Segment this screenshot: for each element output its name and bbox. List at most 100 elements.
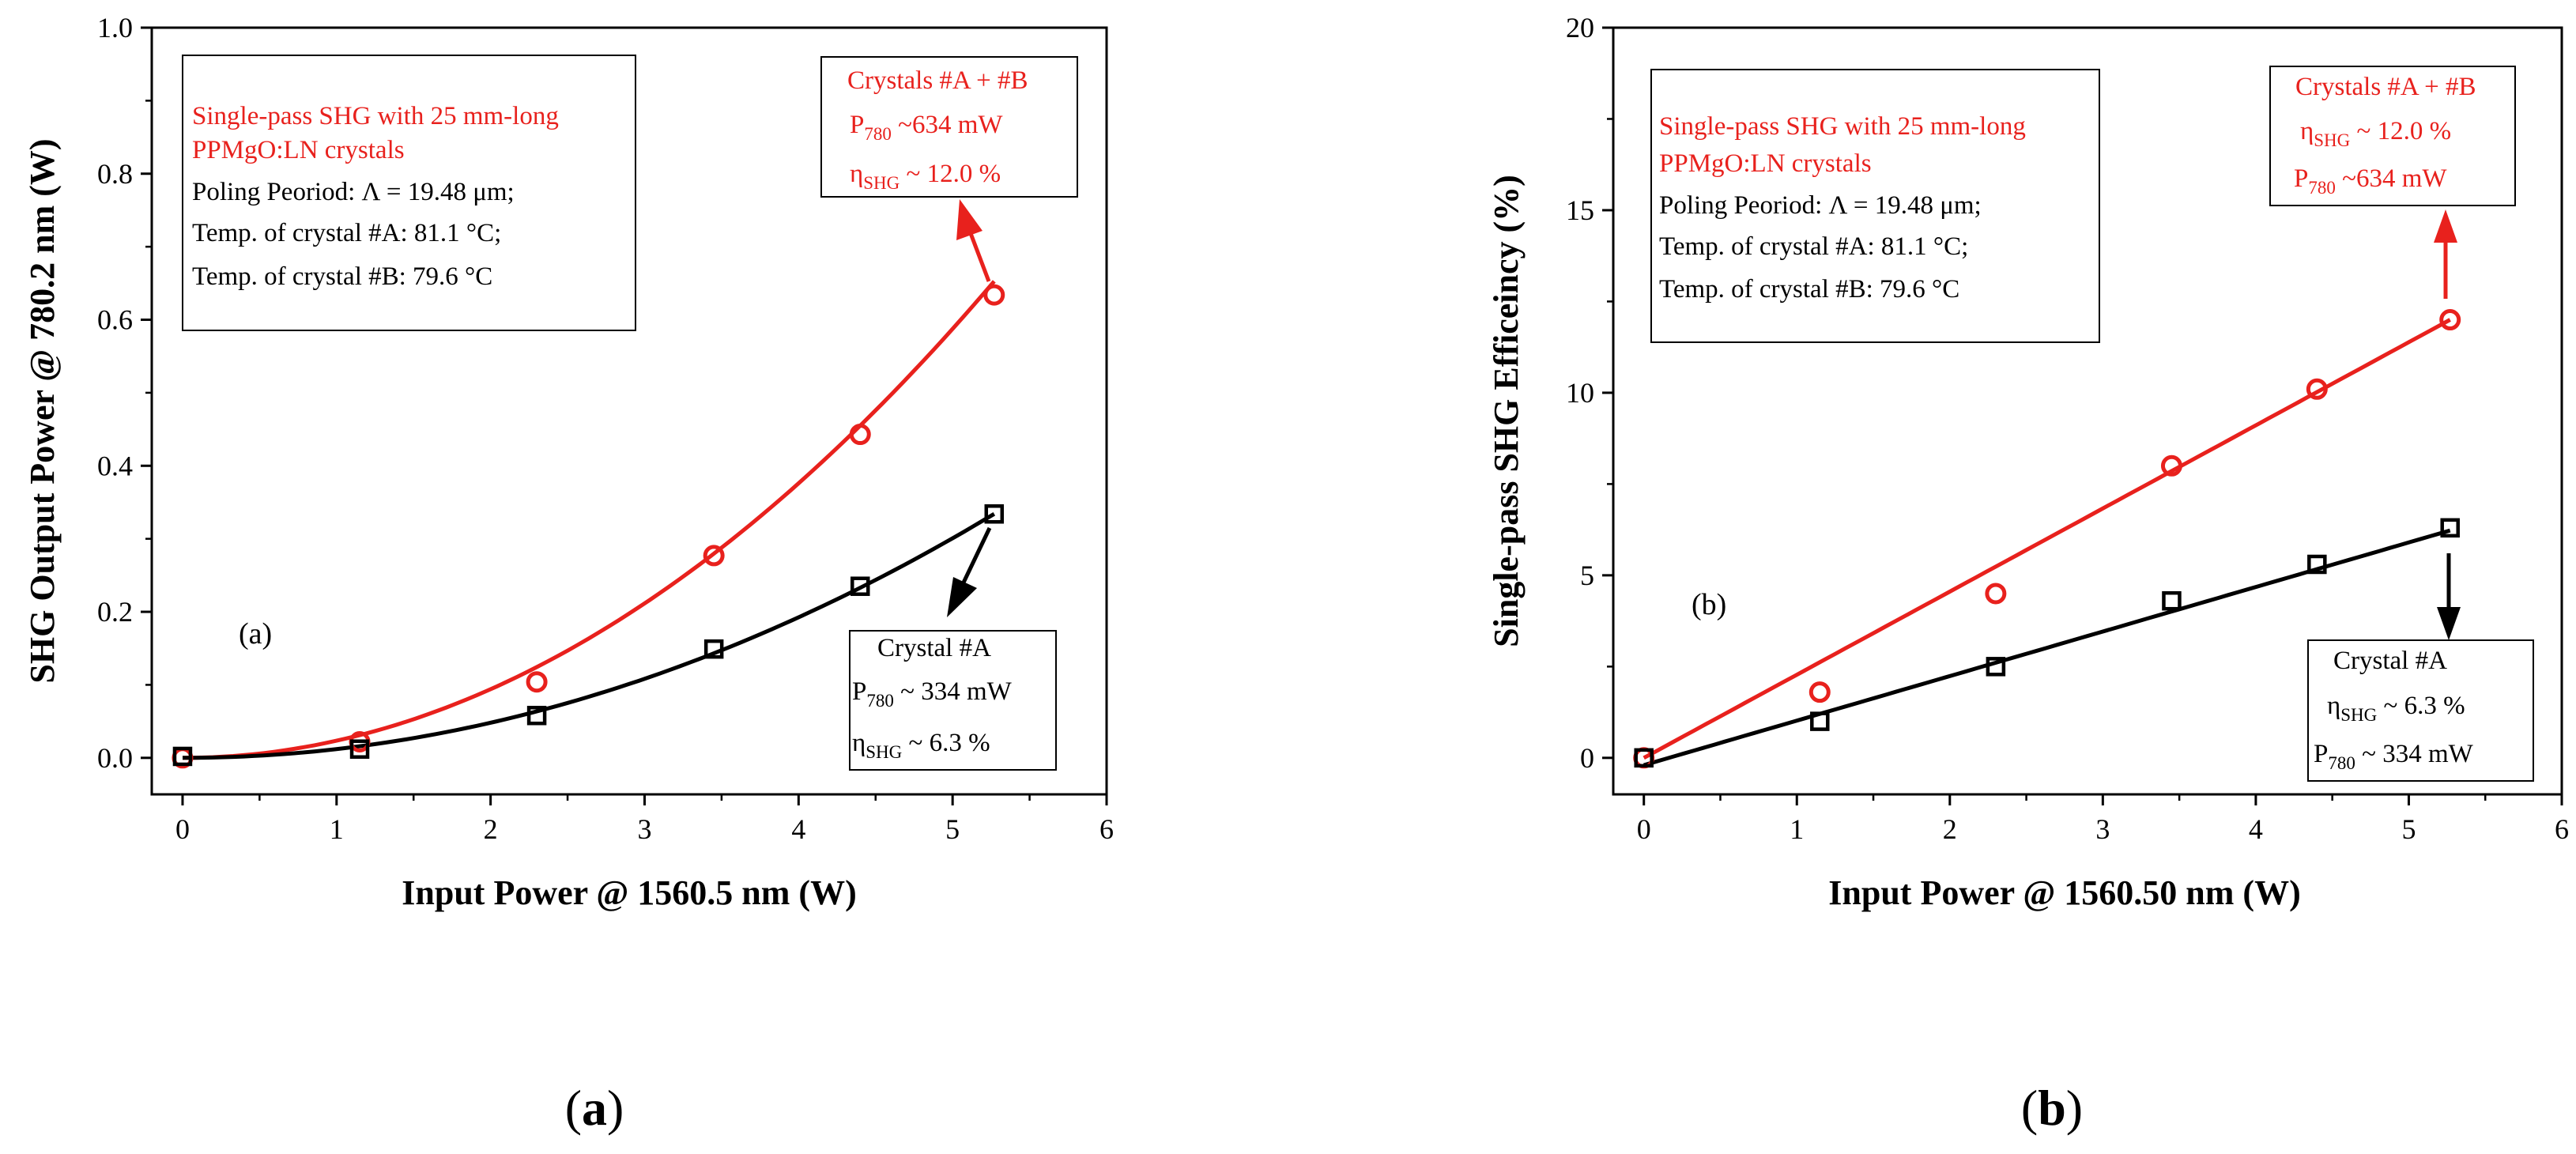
ticks-b: 0 1 2 3 4 5 6 0 5 10 15 20 (1566, 12, 2569, 845)
callout-red-eff-a: ηSHG ~ 12.0 % (850, 160, 1001, 193)
callout-red-b: Crystals #A + #B ηSHG ~ 12.0 % P780 ~634… (2269, 66, 2516, 206)
arrow-black-b (2437, 553, 2461, 640)
data-point-red-b (2439, 309, 2461, 331)
callout-black-eff-b: ηSHG ~ 6.3 % (2327, 692, 2465, 725)
panel-b: 0 1 2 3 4 5 6 0 5 10 15 20 Input Power @ 1560.50 nm… (1487, 12, 2569, 1136)
panel-a: 0 1 2 3 4 5 6 0.0 0.2 0.4 0.6 0.8 1.0 Input Power @ … (23, 12, 1114, 1136)
x-tick-label-a: 0 (175, 813, 190, 845)
info-line-2-b: PPMgO:LN crystals (1659, 149, 1872, 178)
x-tick-label-a: 6 (1099, 813, 1114, 845)
y-tick-label-b: 15 (1566, 194, 1594, 226)
caption-letter-a: a (582, 1080, 607, 1136)
callout-red-title-a: Crystals #A + #B (847, 66, 1028, 95)
data-point-red-b (1808, 681, 1831, 703)
y-tick-label-a: 0.2 (97, 596, 133, 628)
callout-black-b: Crystal #A ηSHG ~ 6.3 % P780 ~ 334 mW (2307, 639, 2534, 782)
info-line-5-a: Temp. of crystal #B: 79.6 °C (192, 262, 492, 291)
callout-black-power-symbol-b: P (2314, 740, 2328, 768)
callout-red-a: Crystals #A + #B P780 ~634 mW ηSHG ~ 12.… (820, 56, 1078, 198)
y-tick-label-a: 0.6 (97, 304, 133, 336)
x-tick-label-b: 5 (2401, 813, 2416, 845)
data-point-black-b (1986, 657, 2006, 677)
x-tick-label-b: 3 (2095, 813, 2110, 845)
arrow-red-a (956, 199, 991, 282)
callout-red-title-b: Crystals #A + #B (2295, 73, 2476, 101)
plot-frame-a (150, 26, 1108, 796)
panel-tag-a: (a) (239, 617, 272, 651)
callout-red-power-a: P780 ~634 mW (850, 111, 1003, 144)
data-markers-b (1633, 309, 2461, 769)
caption-b: (b) (2021, 1080, 2083, 1136)
callout-black-eff-value-b: ~ 6.3 % (2377, 692, 2465, 720)
data-point-black-a (703, 639, 724, 659)
callout-red-power-b: P780 ~634 mW (2294, 164, 2447, 198)
callout-red-power-sub-a: 780 (864, 124, 892, 144)
x-axis-title-b: Input Power @ 1560.50 nm (W) (1828, 873, 2300, 912)
data-point-red-a (983, 284, 1005, 306)
info-box-b: Single-pass SHG with 25 mm-long PPMgO:LN… (1650, 69, 2100, 343)
callout-red-power-value-a: ~634 mW (892, 111, 1004, 139)
info-line-3-a: Poling Peoriod: Λ = 19.48 μm; (192, 178, 515, 206)
x-tick-label-b: 0 (1637, 813, 1651, 845)
info-line-2-a: PPMgO:LN crystals (192, 136, 405, 164)
callout-black-power-symbol-a: P (852, 677, 866, 706)
data-point-red-b (2160, 454, 2182, 477)
x-tick-label-a: 5 (945, 813, 960, 845)
arrow-red-b (2434, 209, 2457, 299)
callout-red-eff-b: ηSHG ~ 12.0 % (2300, 117, 2451, 150)
callout-black-title-b: Crystal #A (2333, 647, 2447, 675)
callout-black-power-sub-b: 780 (2328, 753, 2355, 773)
data-point-black-b (2307, 554, 2327, 575)
y-tick-label-a: 0.4 (97, 450, 133, 481)
info-line-4-b: Temp. of crystal #A: 81.1 °C; (1659, 232, 1968, 261)
info-line-5-b: Temp. of crystal #B: 79.6 °C (1659, 275, 1959, 304)
data-point-black-b (2440, 518, 2460, 538)
caption-a: (a) (565, 1080, 624, 1136)
callout-red-power-symbol-b: P (2294, 164, 2308, 193)
callout-black-title-a: Crystal #A (877, 634, 991, 662)
fit-lines-b (1643, 318, 2451, 767)
x-axis-title-a: Input Power @ 1560.5 nm (W) (402, 873, 856, 912)
x-tick-label-b: 6 (2555, 813, 2569, 845)
ticks-a: 0 1 2 3 4 5 6 0.0 0.2 0.4 0.6 0.8 1.0 (97, 12, 1114, 845)
callout-red-eff-sub-b: SHG (2314, 130, 2350, 150)
x-tick-label-a: 4 (791, 813, 805, 845)
data-point-black-b (1634, 748, 1654, 768)
data-point-red-b (2306, 378, 2328, 400)
info-line-1-a: Single-pass SHG with 25 mm-long (192, 102, 559, 130)
data-point-black-a (526, 705, 547, 726)
callout-black-a: Crystal #A P780 ~ 334 mW ηSHG ~ 6.3 % (849, 630, 1057, 771)
callout-black-eff-sub-a: SHG (866, 742, 902, 762)
y-axis-title-b: Single-pass SHG Efficeincy (%) (1487, 175, 1526, 647)
data-point-red-a (526, 671, 548, 693)
callout-black-power-value-a: ~ 334 mW (894, 677, 1013, 706)
y-tick-label-b: 10 (1566, 377, 1594, 409)
data-point-black-a (172, 746, 193, 767)
callout-black-eff-sub-b: SHG (2340, 705, 2377, 725)
data-point-black-a (349, 739, 370, 759)
callout-red-power-sub-b: 780 (2308, 178, 2336, 198)
callout-red-eff-value-a: ~ 12.0 % (900, 160, 1001, 188)
x-tick-label-a: 1 (330, 813, 344, 845)
y-tick-label-a: 0.8 (97, 158, 133, 190)
x-tick-label-b: 4 (2249, 813, 2263, 845)
data-point-red-a (849, 424, 871, 446)
callout-red-power-symbol-a: P (850, 111, 864, 139)
callout-black-eff-symbol-b: η (2327, 692, 2340, 720)
callout-black-eff-symbol-a: η (852, 729, 866, 757)
callout-black-power-sub-a: 780 (866, 691, 894, 711)
caption-letter-b: b (2038, 1080, 2066, 1136)
plot-frame-b (1612, 26, 2563, 796)
fit-black-b (1643, 528, 2451, 767)
y-axis-title-a: SHG Output Power @ 780.2 nm (W) (23, 138, 62, 683)
info-line-3-b: Poling Peoriod: Λ = 19.48 μm; (1659, 191, 1982, 220)
y-tick-label-a: 1.0 (97, 12, 133, 43)
x-tick-label-a: 3 (637, 813, 651, 845)
info-line-4-a: Temp. of crystal #A: 81.1 °C; (192, 219, 501, 247)
data-markers-a (172, 284, 1005, 769)
y-tick-label-a: 0.0 (97, 742, 133, 774)
callout-black-power-b: P780 ~ 334 mW (2314, 740, 2474, 773)
data-point-black-b (2162, 590, 2182, 611)
